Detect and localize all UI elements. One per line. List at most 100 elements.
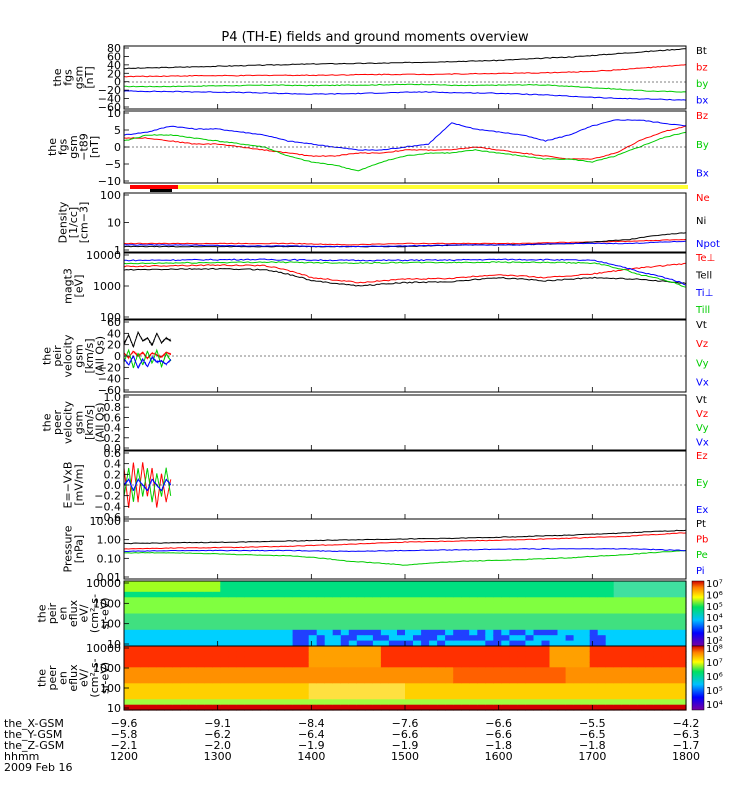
heatmap-cell — [204, 624, 213, 631]
heatmap-cell — [364, 688, 374, 695]
heatmap-cell — [356, 624, 366, 631]
heatmap-cell — [549, 586, 559, 593]
heatmap-cell — [388, 688, 398, 695]
heatmap-cell — [332, 651, 342, 658]
heatmap-cell — [348, 640, 358, 647]
heatmap-cell — [445, 640, 454, 647]
heatmap-cell — [397, 688, 406, 695]
heatmap-cell — [356, 683, 366, 690]
heatmap-cell — [132, 624, 141, 631]
heatmap-cell — [621, 694, 631, 700]
heatmap-cell — [629, 704, 639, 711]
heatmap-cell — [661, 640, 671, 647]
heatmap-cell — [324, 635, 334, 642]
y-tick-label: −60 — [98, 101, 121, 114]
heatmap-cell — [549, 624, 559, 631]
heatmap-cell — [493, 694, 502, 700]
heatmap-cell — [300, 608, 310, 615]
heatmap-cell — [292, 667, 302, 674]
y-tick-label: 100 — [100, 311, 121, 324]
heatmap-cell — [260, 704, 270, 711]
heatmap-cell — [148, 656, 157, 663]
heatmap-cell — [124, 581, 133, 587]
heatmap-cell — [172, 581, 181, 587]
heatmap-cell — [268, 640, 278, 647]
heatmap-cell — [557, 699, 567, 706]
heatmap-cell — [461, 608, 470, 615]
heatmap-cell — [252, 662, 262, 668]
heatmap-cell — [669, 586, 679, 593]
heatmap-cell — [308, 704, 318, 711]
heatmap-cell — [405, 581, 414, 587]
heatmap-cell — [284, 704, 294, 711]
heatmap-cell — [437, 613, 446, 620]
legend-entry: Tell — [695, 270, 712, 281]
heatmap-cell — [613, 678, 623, 684]
heatmap-cell — [461, 694, 470, 700]
panel-peer-en-eflux: 10⁸10⁷10⁶10⁵10⁴10000100010010thepeerenef… — [36, 642, 723, 715]
heatmap-cell — [461, 662, 470, 668]
heatmap-cell — [148, 591, 157, 598]
heatmap-cell — [533, 688, 543, 695]
heatmap-cell — [669, 672, 679, 679]
heatmap-cell — [172, 618, 181, 625]
heatmap-cell — [324, 651, 334, 658]
heatmap-cell — [621, 651, 631, 658]
heatmap-cell — [669, 662, 679, 668]
heatmap-cell — [236, 581, 245, 587]
heatmap-cell — [661, 704, 671, 711]
heatmap-cell — [445, 602, 454, 609]
heatmap-cell — [445, 586, 454, 593]
x-tick-value: 1300 — [203, 750, 232, 763]
heatmap-cell — [268, 704, 278, 711]
heatmap-cell — [613, 656, 623, 663]
heatmap-cell — [565, 651, 575, 658]
heatmap-cell — [236, 672, 245, 679]
heatmap-cell — [324, 678, 334, 684]
heatmap-cell — [589, 613, 599, 620]
heatmap-cell — [148, 613, 157, 620]
heatmap-cell — [220, 656, 229, 663]
x-tick-value: 1500 — [391, 750, 419, 763]
heatmap-cell — [156, 613, 165, 620]
heatmap-cell — [372, 688, 382, 695]
heatmap-cell — [348, 699, 358, 706]
x-tick-value: 1400 — [297, 750, 326, 763]
heatmap-cell — [220, 581, 229, 587]
heatmap-cell — [164, 704, 173, 711]
heatmap-cell — [180, 640, 189, 647]
heatmap-cell — [429, 602, 438, 609]
heatmap-cell — [637, 624, 647, 631]
heatmap-cell — [421, 640, 430, 647]
heatmap-cell — [437, 591, 446, 598]
heatmap-cell — [645, 662, 655, 668]
heatmap-cell — [276, 651, 286, 658]
y-tick-label: 10000 — [86, 577, 121, 590]
heatmap-cell — [661, 613, 671, 620]
heatmap-cell — [678, 699, 687, 706]
heatmap-cell — [525, 629, 534, 636]
heatmap-cell — [156, 635, 165, 642]
heatmap-cell — [172, 699, 181, 706]
heatmap-cell — [220, 591, 229, 598]
heatmap-cell — [124, 635, 133, 642]
heatmap-cell — [148, 640, 157, 647]
heatmap-cell — [405, 651, 414, 658]
heatmap-cell — [397, 581, 406, 587]
heatmap-cell — [413, 597, 422, 604]
heatmap-cell — [204, 629, 213, 636]
heatmap-cell — [461, 581, 470, 587]
heatmap-cell — [260, 597, 270, 604]
heatmap-cell — [437, 629, 446, 636]
heatmap-cell — [437, 704, 446, 711]
heatmap-cell — [421, 683, 430, 690]
heatmap-cell — [678, 640, 687, 647]
heatmap-cell — [292, 602, 302, 609]
heatmap-cell — [356, 597, 366, 604]
heatmap-cell — [421, 672, 430, 679]
y-tick-label: 0.4 — [104, 422, 122, 435]
heatmap-cell — [469, 629, 478, 636]
heatmap-cell — [669, 635, 679, 642]
heatmap-cell — [469, 602, 478, 609]
heatmap-cell — [678, 608, 687, 615]
